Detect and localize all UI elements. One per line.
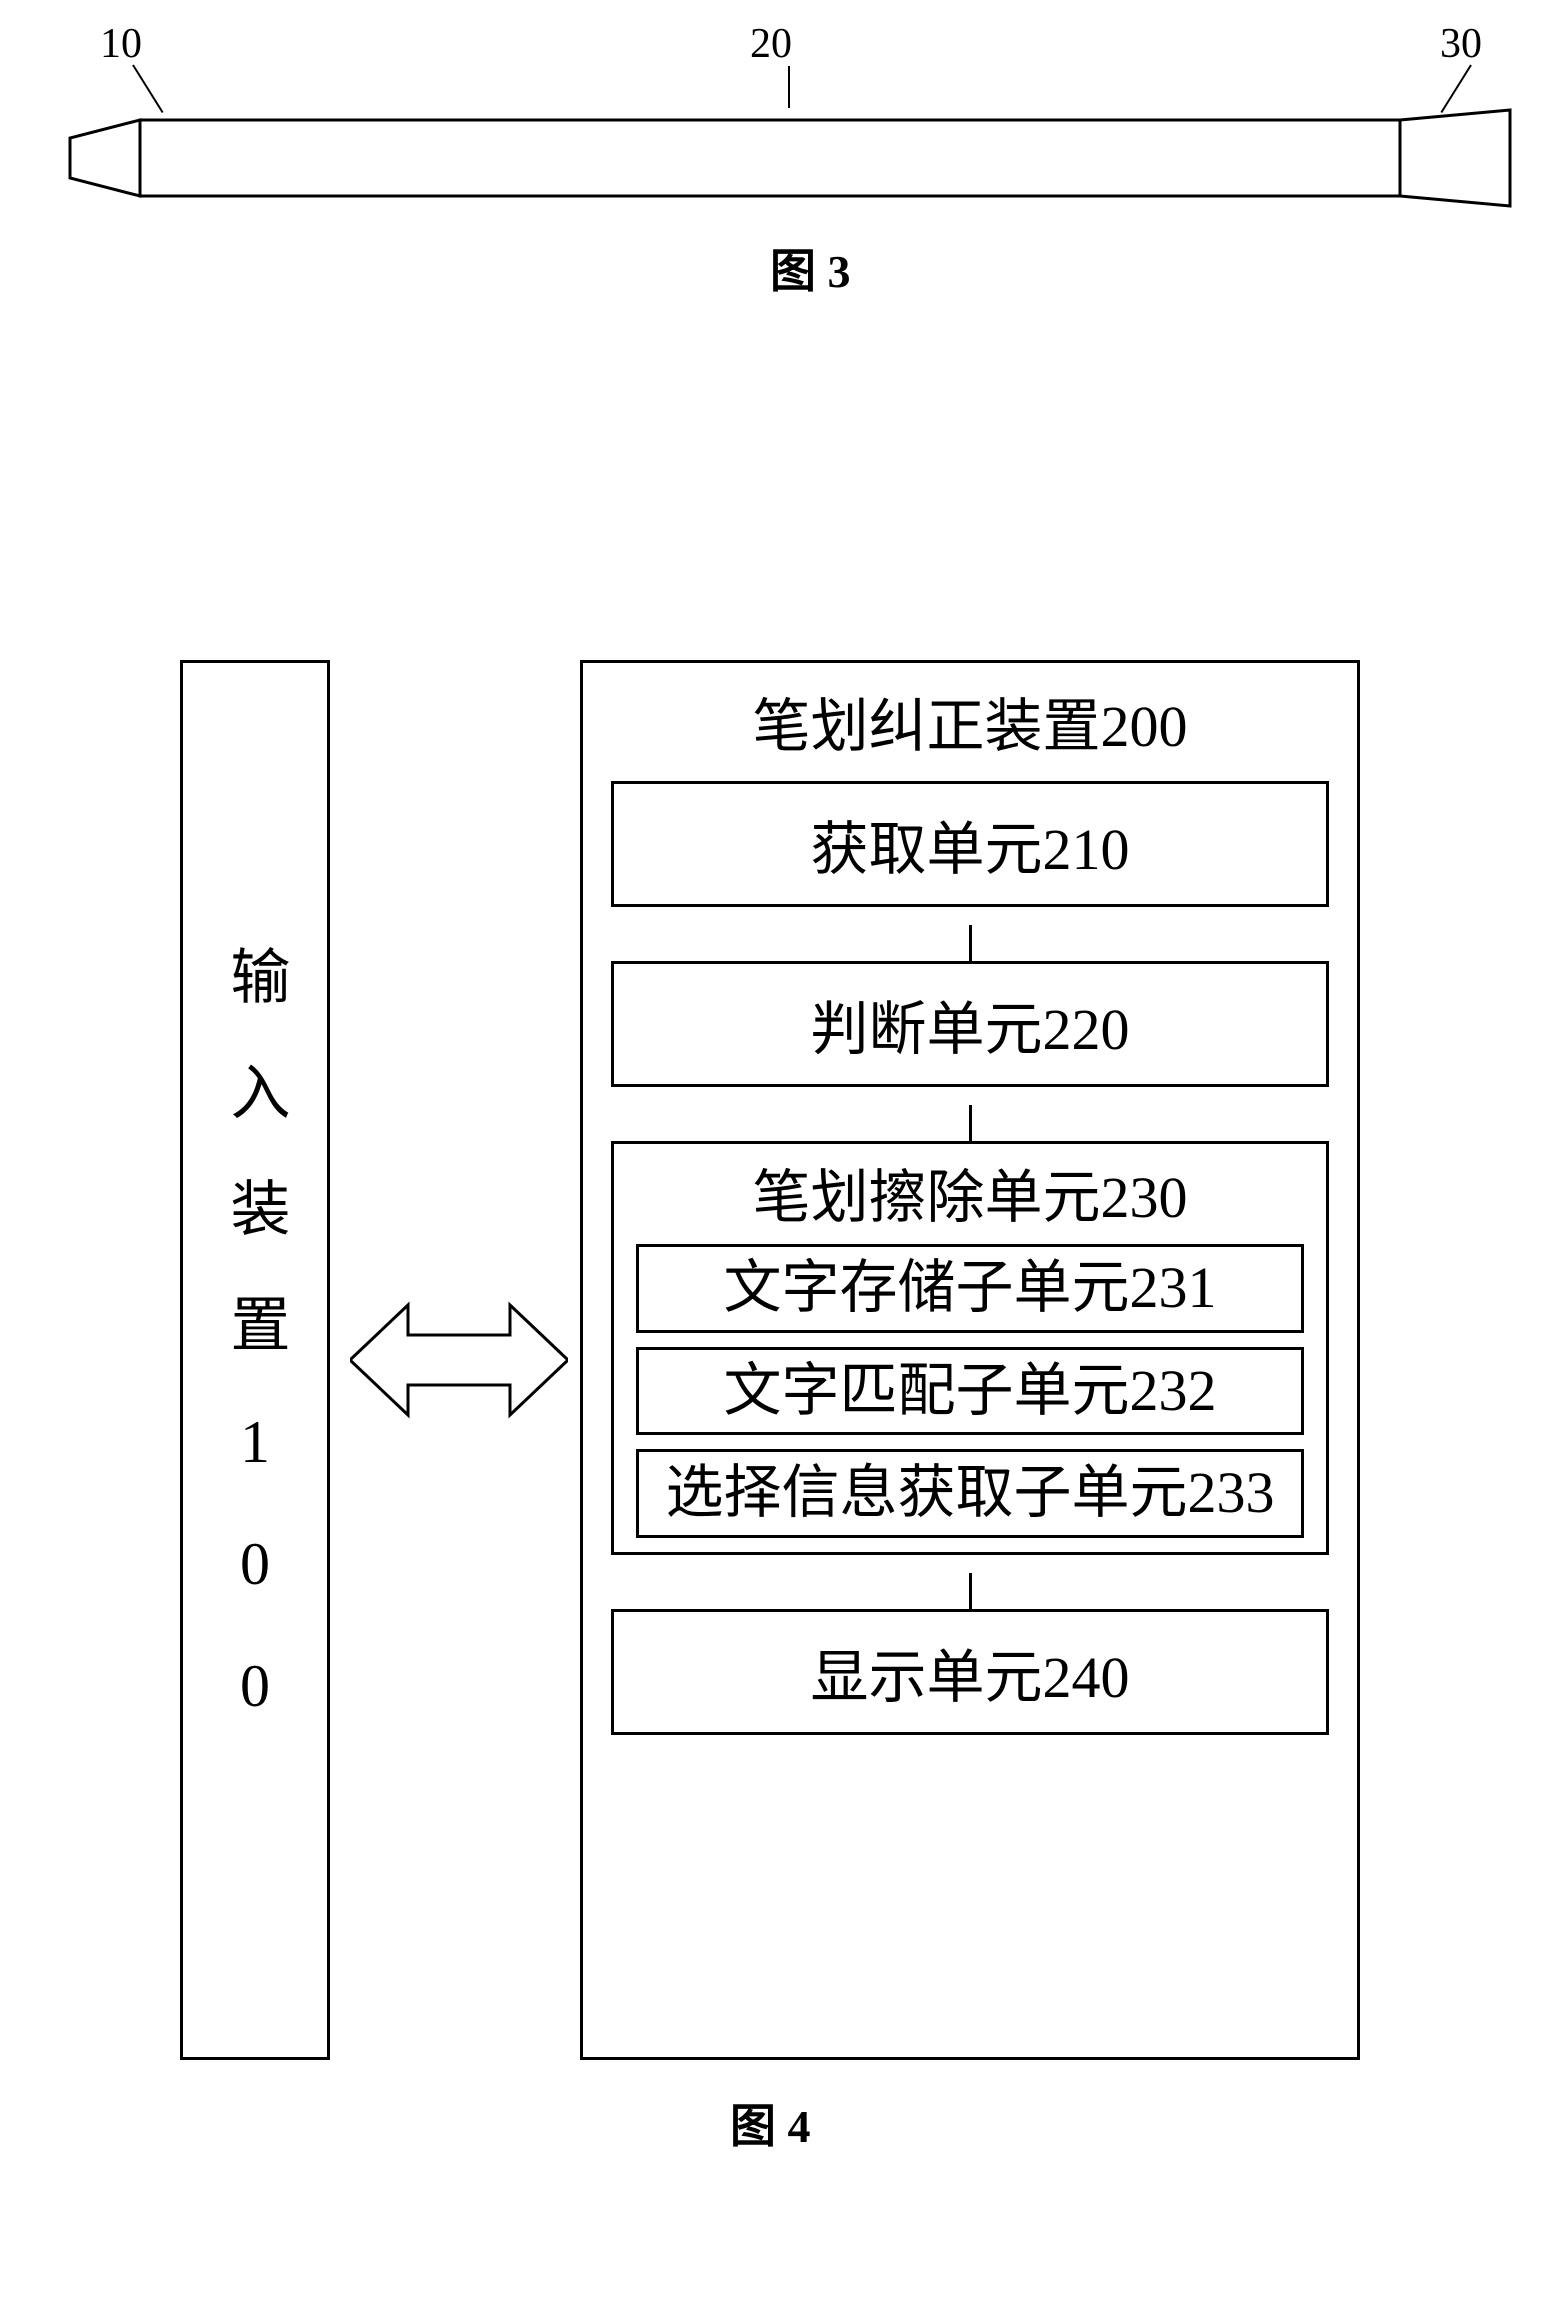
callout-10: 10 <box>100 20 142 68</box>
stroke-erase-title: 笔划擦除单元230 <box>614 1150 1326 1234</box>
connector-230-240 <box>969 1573 972 1609</box>
text-match-sub-232: 文字匹配子单元232 <box>636 1347 1304 1436</box>
select-info-sub-233: 选择信息获取子单元233 <box>636 1449 1304 1538</box>
figure-3: 10 20 30 图 3 <box>50 20 1515 300</box>
callout-30: 30 <box>1440 20 1482 68</box>
input-device-label: 输入装置100 <box>225 945 285 1775</box>
figure-4: 输入装置100 笔划纠正装置200 获取单元210 判断单元220 笔划擦除单元… <box>180 660 1370 2220</box>
acquire-unit-210: 获取单元210 <box>611 781 1329 907</box>
leader-line-20 <box>788 66 790 108</box>
connector-210-220 <box>969 925 972 961</box>
stroke-correction-title: 笔划纠正装置200 <box>583 679 1357 763</box>
display-unit-240: 显示单元240 <box>611 1609 1329 1735</box>
stroke-correction-device-block: 笔划纠正装置200 获取单元210 判断单元220 笔划擦除单元230 文字存储… <box>580 660 1360 2060</box>
callout-20: 20 <box>750 20 792 68</box>
leader-line-10 <box>132 64 163 113</box>
connector-220-230 <box>969 1105 972 1141</box>
input-device-block: 输入装置100 <box>180 660 330 2060</box>
stylus-icon <box>50 108 1515 208</box>
page: 10 20 30 图 3 输入装置100 笔划纠正装置200 获取单元210 <box>0 0 1550 2309</box>
double-arrow-icon <box>350 1295 568 1425</box>
stroke-erase-unit-230: 笔划擦除单元230 文字存储子单元231 文字匹配子单元232 选择信息获取子单… <box>611 1141 1329 1555</box>
judge-unit-220: 判断单元220 <box>611 961 1329 1087</box>
figure-4-caption: 图 4 <box>730 2090 811 2156</box>
figure-3-caption: 图 3 <box>770 235 851 301</box>
text-store-sub-231: 文字存储子单元231 <box>636 1244 1304 1333</box>
leader-line-30 <box>1440 64 1471 113</box>
